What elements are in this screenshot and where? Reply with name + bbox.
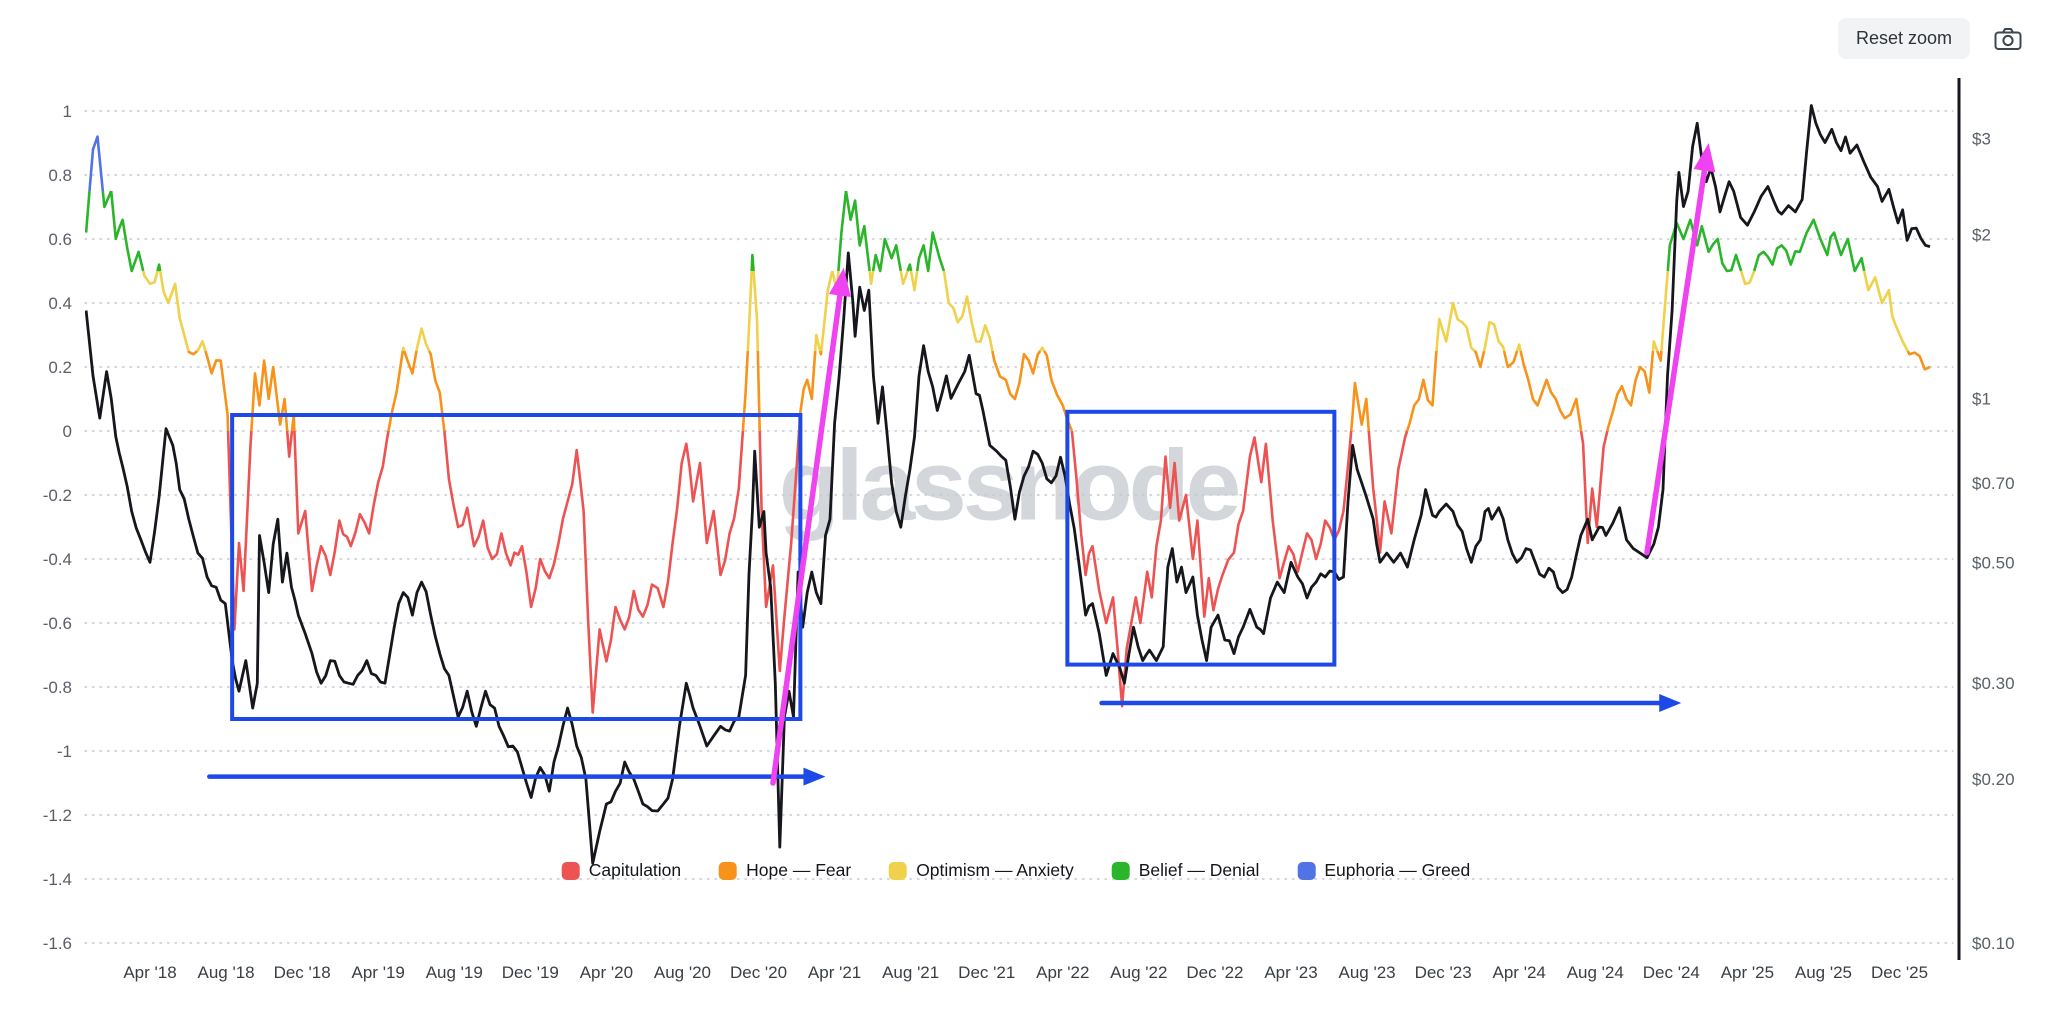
svg-text:Apr '21: Apr '21 xyxy=(808,963,861,982)
svg-text:0: 0 xyxy=(63,422,72,441)
legend-item-euphoria-greed[interactable]: Euphoria — Greed xyxy=(1297,860,1470,881)
svg-text:-1.4: -1.4 xyxy=(43,870,72,889)
x-axis-labels: Apr '18 Aug '18 Dec '18 Apr '19 Aug '19 Dec '… xyxy=(123,963,1928,982)
legend-label: Belief — Denial xyxy=(1138,860,1260,880)
legend-label: Euphoria — Greed xyxy=(1324,860,1471,880)
legend-label: Optimism — Anxiety xyxy=(916,860,1074,880)
reset-zoom-button[interactable]: Reset zoom xyxy=(1837,18,1970,59)
legend-swatch-belief-denial xyxy=(1111,861,1130,880)
sentiment-series xyxy=(85,135,1931,714)
svg-text:Dec '19: Dec '19 xyxy=(502,963,559,982)
svg-text:$0.20: $0.20 xyxy=(1972,770,2015,789)
svg-text:$2: $2 xyxy=(1972,225,1991,244)
svg-text:Dec '21: Dec '21 xyxy=(958,963,1015,982)
svg-text:Dec '25: Dec '25 xyxy=(1871,963,1928,982)
svg-text:0.6: 0.6 xyxy=(48,230,72,249)
annotations xyxy=(207,143,1716,786)
svg-text:Aug '20: Aug '20 xyxy=(654,963,711,982)
legend-item-belief-denial[interactable]: Belief — Denial xyxy=(1111,860,1260,881)
svg-text:Aug '19: Aug '19 xyxy=(426,963,483,982)
svg-text:-0.2: -0.2 xyxy=(43,486,72,505)
svg-text:-1.6: -1.6 xyxy=(43,934,72,953)
legend-item-capitulation[interactable]: Capitulation xyxy=(561,860,682,881)
svg-text:-0.4: -0.4 xyxy=(43,550,72,569)
legend-item-optimism-anxiety[interactable]: Optimism — Anxiety xyxy=(889,860,1074,881)
svg-text:Aug '18: Aug '18 xyxy=(197,963,254,982)
svg-text:Aug '25: Aug '25 xyxy=(1795,963,1852,982)
legend: Capitulation Hope — Fear Optimism — Anxiet… xyxy=(561,860,1470,881)
svg-text:Dec '22: Dec '22 xyxy=(1186,963,1243,982)
svg-text:Dec '18: Dec '18 xyxy=(274,963,331,982)
svg-text:-0.6: -0.6 xyxy=(43,614,72,633)
svg-text:Aug '24: Aug '24 xyxy=(1567,963,1624,982)
svg-text:$1: $1 xyxy=(1972,389,1991,408)
svg-text:$0.50: $0.50 xyxy=(1972,553,2015,572)
annotation-box xyxy=(1065,409,1337,667)
legend-label: Capitulation xyxy=(588,860,682,880)
svg-text:$0.30: $0.30 xyxy=(1972,674,2015,693)
svg-text:0.4: 0.4 xyxy=(48,294,72,313)
svg-text:0.8: 0.8 xyxy=(48,166,72,185)
legend-item-hope-fear[interactable]: Hope — Fear xyxy=(719,860,851,881)
price-series xyxy=(85,104,1931,865)
svg-text:Apr '24: Apr '24 xyxy=(1493,963,1546,982)
svg-text:-0.8: -0.8 xyxy=(43,678,72,697)
svg-text:Aug '22: Aug '22 xyxy=(1110,963,1167,982)
svg-text:$0.70: $0.70 xyxy=(1972,474,2015,493)
svg-text:Apr '25: Apr '25 xyxy=(1721,963,1774,982)
svg-text:Apr '22: Apr '22 xyxy=(1036,963,1089,982)
svg-text:-1.2: -1.2 xyxy=(43,806,72,825)
svg-text:Dec '23: Dec '23 xyxy=(1415,963,1472,982)
legend-swatch-capitulation xyxy=(561,861,580,880)
left-axis-labels: 1 0.8 0.6 0.4 0.2 0 -0.2 -0.4 -0.6 -0.8 -1 -1.2 -1.4… xyxy=(43,102,72,953)
camera-icon xyxy=(1994,27,2022,50)
svg-text:Apr '23: Apr '23 xyxy=(1264,963,1317,982)
svg-text:Aug '23: Aug '23 xyxy=(1338,963,1395,982)
legend-swatch-optimism-anxiety xyxy=(889,861,908,880)
svg-text:0.2: 0.2 xyxy=(48,358,72,377)
svg-text:Dec '24: Dec '24 xyxy=(1643,963,1700,982)
legend-swatch-euphoria-greed xyxy=(1297,861,1316,880)
svg-text:Aug '21: Aug '21 xyxy=(882,963,939,982)
camera-button[interactable] xyxy=(1994,27,2022,51)
svg-text:Apr '18: Apr '18 xyxy=(123,963,176,982)
svg-text:Dec '20: Dec '20 xyxy=(730,963,787,982)
legend-swatch-hope-fear xyxy=(719,861,738,880)
legend-label: Hope — Fear xyxy=(746,860,852,880)
svg-text:$0.10: $0.10 xyxy=(1972,934,2015,953)
svg-text:Apr '19: Apr '19 xyxy=(352,963,405,982)
svg-text:1: 1 xyxy=(63,102,72,121)
toolbar: Reset zoom xyxy=(1837,18,2022,59)
svg-text:-1: -1 xyxy=(57,742,72,761)
svg-text:$3: $3 xyxy=(1972,130,1991,149)
svg-text:Apr '20: Apr '20 xyxy=(580,963,633,982)
right-axis-labels: $3 $2 $1 $0.70 $0.50 $0.30 $0.20 $0.10 xyxy=(1972,130,2015,953)
